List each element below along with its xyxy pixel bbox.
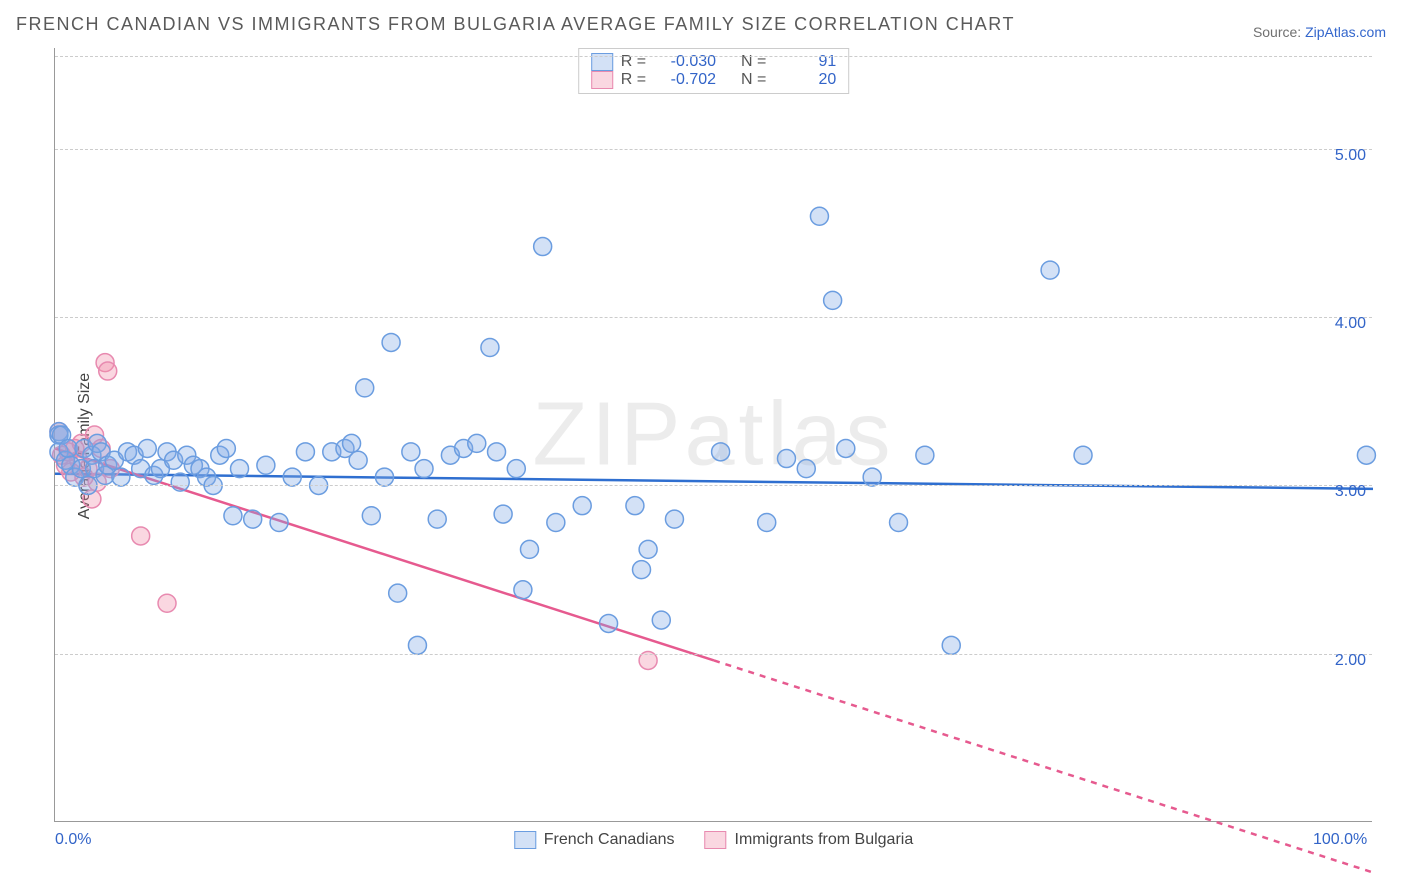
data-point: [356, 379, 374, 397]
data-point: [633, 561, 651, 579]
chart-svg: [55, 48, 1372, 821]
data-point: [349, 451, 367, 469]
series-legend: French Canadians Immigrants from Bulgaria: [514, 831, 913, 849]
data-point: [507, 460, 525, 478]
series-legend-label: French Canadians: [544, 831, 675, 849]
data-point: [382, 333, 400, 351]
data-point: [514, 581, 532, 599]
data-point: [573, 497, 591, 515]
data-point: [257, 456, 275, 474]
data-point: [343, 434, 361, 452]
data-point: [112, 468, 130, 486]
legend-n-label: N =: [741, 71, 766, 89]
source-prefix: Source:: [1253, 24, 1305, 40]
y-tick-label: 3.00: [1335, 483, 1366, 501]
data-point: [270, 513, 288, 531]
data-point: [837, 439, 855, 457]
gridline: [55, 485, 1372, 486]
data-point: [415, 460, 433, 478]
y-tick-label: 5.00: [1335, 147, 1366, 165]
legend-swatch: [514, 831, 536, 849]
data-point: [283, 468, 301, 486]
data-point: [916, 446, 934, 464]
data-point: [547, 513, 565, 531]
legend-swatch: [705, 831, 727, 849]
source-attribution: Source: ZipAtlas.com: [1253, 24, 1386, 40]
data-point: [824, 291, 842, 309]
data-point: [626, 497, 644, 515]
data-point: [244, 510, 262, 528]
source-link[interactable]: ZipAtlas.com: [1305, 24, 1386, 40]
data-point: [777, 450, 795, 468]
data-point: [132, 527, 150, 545]
data-point: [488, 443, 506, 461]
data-point: [520, 540, 538, 558]
data-point: [600, 614, 618, 632]
data-point: [494, 505, 512, 523]
data-point: [99, 362, 117, 380]
legend-r-value: -0.702: [654, 71, 716, 89]
data-point: [797, 460, 815, 478]
data-point: [217, 439, 235, 457]
data-point: [890, 513, 908, 531]
data-point: [481, 339, 499, 357]
gridline: [55, 654, 1372, 655]
legend-n-value: 20: [774, 71, 836, 89]
legend-row: R = -0.702 N = 20: [591, 71, 837, 89]
regression-legend: R = -0.030 N = 91R = -0.702 N = 20: [578, 48, 850, 94]
data-point: [863, 468, 881, 486]
legend-r-label: R =: [621, 71, 646, 89]
plot-area: ZIPatlas R = -0.030 N = 91R = -0.702 N =…: [54, 48, 1372, 822]
data-point: [1041, 261, 1059, 279]
data-point: [942, 636, 960, 654]
data-point: [652, 611, 670, 629]
gridline: [55, 317, 1372, 318]
data-point: [376, 468, 394, 486]
data-point: [712, 443, 730, 461]
data-point: [224, 507, 242, 525]
series-legend-item: French Canadians: [514, 831, 675, 849]
data-point: [1357, 446, 1375, 464]
data-point: [231, 460, 249, 478]
data-point: [296, 443, 314, 461]
series-legend-item: Immigrants from Bulgaria: [705, 831, 914, 849]
y-tick-label: 4.00: [1335, 315, 1366, 333]
regression-line: [55, 474, 1373, 489]
data-point: [408, 636, 426, 654]
chart-container: FRENCH CANADIAN VS IMMIGRANTS FROM BULGA…: [0, 0, 1406, 892]
gridline: [55, 56, 1372, 57]
series-legend-label: Immigrants from Bulgaria: [735, 831, 914, 849]
data-point: [468, 434, 486, 452]
y-tick-label: 2.00: [1335, 652, 1366, 670]
data-point: [158, 594, 176, 612]
data-point: [171, 473, 189, 491]
x-tick-label: 0.0%: [55, 831, 91, 849]
data-point: [362, 507, 380, 525]
x-tick-label: 100.0%: [1313, 831, 1367, 849]
data-point: [758, 513, 776, 531]
gridline: [55, 149, 1372, 150]
data-point: [389, 584, 407, 602]
legend-swatch: [591, 71, 613, 89]
data-point: [1074, 446, 1092, 464]
data-point: [402, 443, 420, 461]
chart-title: FRENCH CANADIAN VS IMMIGRANTS FROM BULGA…: [16, 14, 1015, 35]
data-point: [665, 510, 683, 528]
data-point: [428, 510, 446, 528]
data-point: [639, 540, 657, 558]
data-point: [810, 207, 828, 225]
data-point: [138, 439, 156, 457]
data-point: [534, 238, 552, 256]
